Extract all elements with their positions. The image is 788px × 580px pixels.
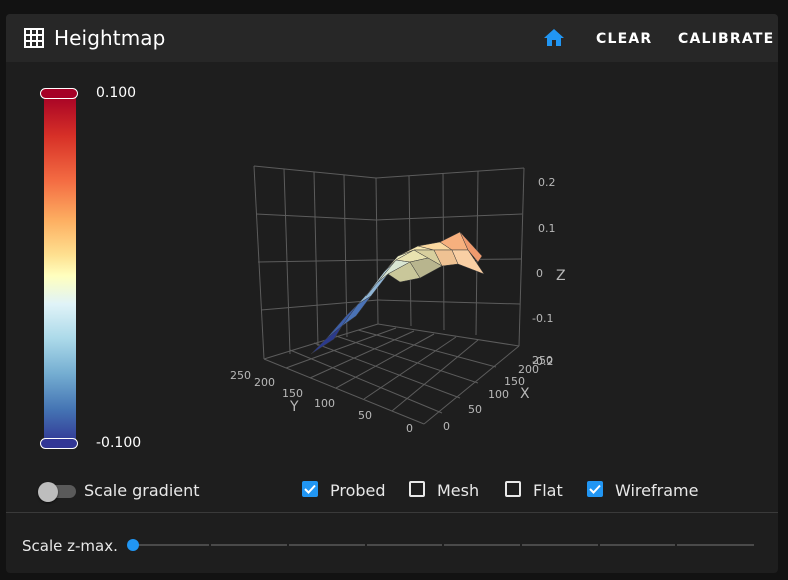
x-axis-ticks: 0 50 100 150 200 250 <box>443 354 553 433</box>
heightmap-card: Heightmap CLEAR CALIBRATE 0.100 -0.100 <box>6 14 778 573</box>
wireframe-label: Wireframe <box>615 481 699 500</box>
y-tick: 150 <box>282 387 303 400</box>
mesh-label: Mesh <box>437 481 480 500</box>
y-axis-label: Y <box>289 399 299 415</box>
z-tick: 0 <box>536 267 543 280</box>
y-tick: 100 <box>314 397 335 410</box>
check-icon <box>589 484 601 494</box>
z-tick: 0.2 <box>538 176 556 189</box>
check-icon <box>304 484 316 494</box>
slider-tick <box>520 544 522 546</box>
gradient-max-handle[interactable] <box>40 88 78 99</box>
slider-tick <box>287 544 289 546</box>
display-options: Scale gradient Probed Mesh Flat Wirefram… <box>6 476 778 506</box>
z-tick: -0.2 <box>532 355 553 368</box>
switch-knob <box>38 482 58 502</box>
heightmap-surface <box>310 231 485 355</box>
scale-zmax-label: Scale z-max. <box>22 537 118 555</box>
slider-tick <box>365 544 367 546</box>
y-tick: 0 <box>406 422 413 434</box>
y-axis-ticks: 0 50 100 150 200 250 <box>230 369 413 434</box>
scale-gradient-label: Scale gradient <box>84 481 200 500</box>
slider-tick <box>442 544 444 546</box>
y-tick: 200 <box>254 376 275 389</box>
plot-grid <box>253 165 525 425</box>
clear-button[interactable]: CLEAR <box>596 31 653 47</box>
gradient-min-label: -0.100 <box>96 435 142 451</box>
gradient-min-handle[interactable] <box>40 438 78 449</box>
color-gradient-bar <box>44 94 76 444</box>
grid-icon <box>24 28 44 48</box>
x-tick: 50 <box>468 403 482 416</box>
x-tick: 150 <box>504 375 525 388</box>
z-tick: -0.1 <box>532 312 553 325</box>
flat-label: Flat <box>533 481 563 500</box>
x-tick: 0 <box>443 420 450 433</box>
y-tick: 50 <box>358 409 372 422</box>
calibrate-button[interactable]: CALIBRATE <box>678 31 775 47</box>
x-axis-label: X <box>520 386 530 402</box>
mesh-checkbox[interactable] <box>409 481 425 497</box>
home-icon[interactable] <box>542 26 566 50</box>
y-tick: 250 <box>230 369 251 382</box>
slider-tick <box>598 544 600 546</box>
x-tick: 200 <box>518 363 539 376</box>
slider-thumb[interactable] <box>127 539 139 551</box>
z-axis-label: Z <box>556 268 566 284</box>
slider-tick <box>209 544 211 546</box>
z-axis-ticks: 0.2 0.1 0 -0.1 -0.2 <box>532 176 556 368</box>
slider-tick <box>675 544 677 546</box>
z-tick: 0.1 <box>538 222 556 235</box>
card-header: Heightmap CLEAR CALIBRATE <box>6 14 778 62</box>
probed-label: Probed <box>330 481 386 500</box>
x-tick: 100 <box>488 388 509 401</box>
divider <box>6 512 778 513</box>
scale-gradient-switch[interactable] <box>38 482 76 502</box>
flat-checkbox[interactable] <box>505 481 521 497</box>
probed-checkbox[interactable] <box>302 481 318 497</box>
scale-zmax-slider[interactable] <box>127 537 754 553</box>
x-tick: 250 <box>532 354 553 367</box>
gradient-max-label: 0.100 <box>96 85 137 101</box>
heightmap-3d-plot[interactable]: 0.2 0.1 0 -0.1 -0.2 Z 0 50 100 150 200 2… <box>206 154 586 434</box>
wireframe-checkbox[interactable] <box>587 481 603 497</box>
page-title: Heightmap <box>54 26 166 50</box>
